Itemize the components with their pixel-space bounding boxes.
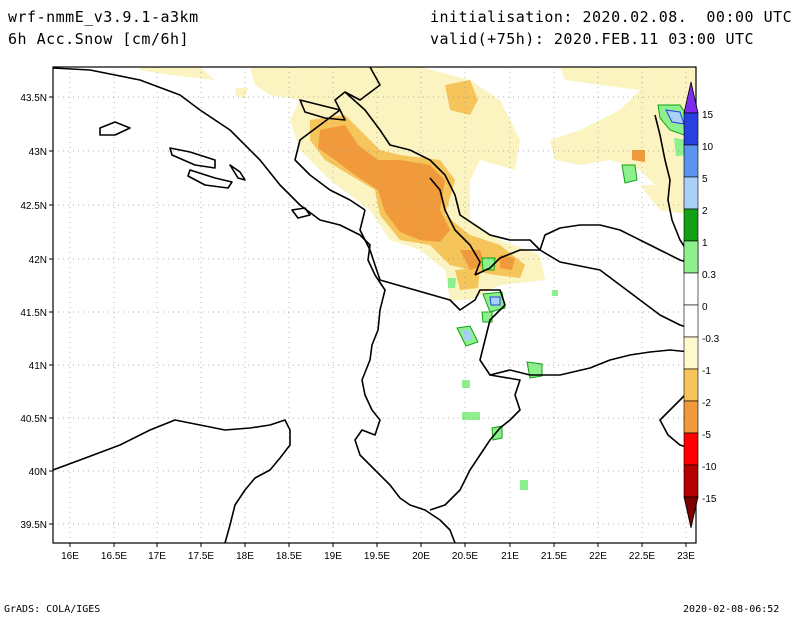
green-snow-cell [520,480,528,490]
colorbar-segment [683,112,699,146]
model-title: wrf-nmmE_v3.9.1-a3km [8,8,199,26]
coastlines [53,67,456,543]
valid-time: valid(+75h): 2020.FEB.11 03:00 UTC [430,30,755,48]
bosnia-montenegro-border [294,67,381,211]
lon-label: 19E [324,551,342,562]
lon-label: 17E [148,551,166,562]
colorbar-segment [683,464,699,498]
colorbar-label: 5 [702,174,708,185]
green-snow-cell [448,278,456,288]
grid-lines [53,67,696,543]
green-snow-cell [462,412,480,420]
colorbar-label: -0.3 [702,334,720,345]
colorbar-segment [683,336,699,370]
heavy-snow-area [632,150,645,162]
island-brac [187,169,233,189]
lon-label: 19.5E [364,551,390,562]
moderate-snow-area [455,268,480,290]
green-snow-cell [552,290,558,296]
colorbar-label: 0.3 [702,270,716,281]
lon-label: 18E [236,551,254,562]
macedonia-greece-border [489,349,691,376]
footer-credit: GrADS: COLA/IGES [4,604,101,615]
lat-label: 43.5N [20,93,47,104]
colorbar-label: 15 [702,110,714,121]
colorbar-label: -15 [702,494,717,505]
peljesac [299,99,346,121]
lon-label: 18.5E [276,551,302,562]
x-axis: 16E 16.5E 17E 17.5E 18E 18.5E 19E 19.5E … [61,543,695,562]
lon-label: 23E [677,551,695,562]
field-title: 6h Acc.Snow [cm/6h] [8,30,190,48]
heavy-snow-area [318,125,450,242]
colorbar-label: -5 [702,430,711,441]
lon-label: 21.5E [541,551,567,562]
colorbar-segment [683,400,699,434]
lat-label: 42N [29,255,47,266]
colorbar: 15 10 5 2 1 0.3 0 -0.3 -1 -2 -5 -10 -15 [683,81,720,529]
lon-label: 16E [61,551,79,562]
light-snow-area [550,67,696,200]
colorbar-label: 10 [702,142,714,153]
footer-timestamp: 2020-02-08-06:52 [683,604,780,615]
y-axis: 43.5N 43N 42.5N 42N 41.5N 41N 40.5N 40N … [20,93,53,531]
light-snow-area [140,67,215,80]
colorbar-segment [683,304,699,338]
green-snow-cell [526,361,543,379]
lat-label: 40.5N [20,414,47,425]
colorbar-label: -2 [702,398,711,409]
macedonia-border [474,249,696,331]
green-snow-cell [462,380,470,388]
colorbar-segment [683,240,699,274]
light-snow-area [235,88,248,98]
island-hvar [169,147,216,169]
island-korcula [229,164,246,181]
colorbar-label: -1 [702,366,711,377]
colorbar-segment [683,208,699,242]
lat-label: 39.5N [20,520,47,531]
island-lastovo [291,207,311,219]
snow-field [140,67,696,490]
colorbar-segment [683,272,699,306]
blue-snow-cell [462,330,472,340]
colorbar-segment [683,176,699,210]
lon-label: 20E [412,551,430,562]
lon-label: 16.5E [101,551,127,562]
colorbar-label: 2 [702,206,708,217]
colorbar-label: 1 [702,238,708,249]
colorbar-label: -10 [702,462,717,473]
colorbar-segment [683,368,699,402]
montenegro-serbia-border [344,91,696,266]
moderate-snow-area [445,80,478,115]
lat-label: 43N [29,147,47,158]
lat-label: 41N [29,361,47,372]
colorbar-label: 0 [702,302,708,313]
colorbar-bottom-arrow [683,496,699,529]
init-time: initialisation: 2020.02.08. 00:00 UTC [430,8,793,26]
island-vis [99,121,131,136]
kosovo-border [429,177,481,276]
lat-label: 42.5N [20,201,47,212]
green-snow-cell [621,164,638,184]
colorbar-segment [683,432,699,466]
lon-label: 22.5E [629,551,655,562]
italy-coast [53,419,291,543]
colorbar-segment [683,144,699,178]
lat-label: 41.5N [20,308,47,319]
albania-east-border [359,209,521,511]
lat-label: 40N [29,467,47,478]
bulgaria-border [654,114,691,256]
lon-label: 22E [589,551,607,562]
blue-snow-cell [489,296,501,306]
lon-label: 17.5E [188,551,214,562]
adriatic-coast-east [53,67,456,543]
lon-label: 20.5E [452,551,478,562]
lon-label: 21E [501,551,519,562]
